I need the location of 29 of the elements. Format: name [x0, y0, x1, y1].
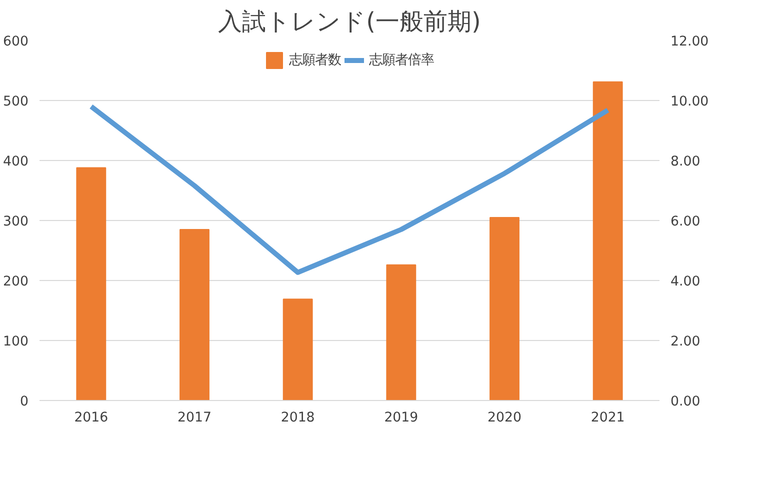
bar [386, 264, 416, 400]
x-tick-label: 2016 [74, 410, 108, 426]
x-tick-label: 2021 [590, 410, 625, 426]
y-tick-label: 300 [3, 214, 29, 230]
bar [490, 217, 520, 400]
y-tick-label: 400 [3, 154, 29, 170]
x-tick-label: 2019 [384, 410, 418, 426]
y-tick-label: 600 [3, 34, 29, 50]
y2-tick-label: 10.00 [670, 94, 709, 110]
bar [76, 167, 106, 400]
y2-tick-label: 0.00 [670, 394, 700, 410]
y2-tick-label: 4.00 [670, 274, 700, 290]
bar [282, 298, 313, 400]
bar [180, 229, 210, 400]
y2-tick-label: 6.00 [670, 214, 700, 230]
y-tick-label: 200 [3, 274, 29, 290]
y2-tick-label: 2.00 [670, 334, 700, 350]
legend-label: 志願者倍率 [369, 52, 434, 69]
x-tick-label: 2018 [280, 410, 315, 426]
x-tick-label: 2017 [178, 410, 212, 426]
y-tick-label: 0 [20, 394, 29, 410]
y2-tick-label: 12.00 [670, 34, 709, 50]
x-tick-label: 2020 [488, 410, 522, 426]
chart-title: 入試トレンド(一般前期) [218, 8, 481, 36]
legend-label: 志願者数 [289, 52, 341, 69]
y-tick-label: 500 [3, 94, 29, 110]
y-tick-label: 100 [3, 334, 29, 350]
bar [592, 81, 623, 400]
y2-tick-label: 8.00 [670, 154, 700, 170]
